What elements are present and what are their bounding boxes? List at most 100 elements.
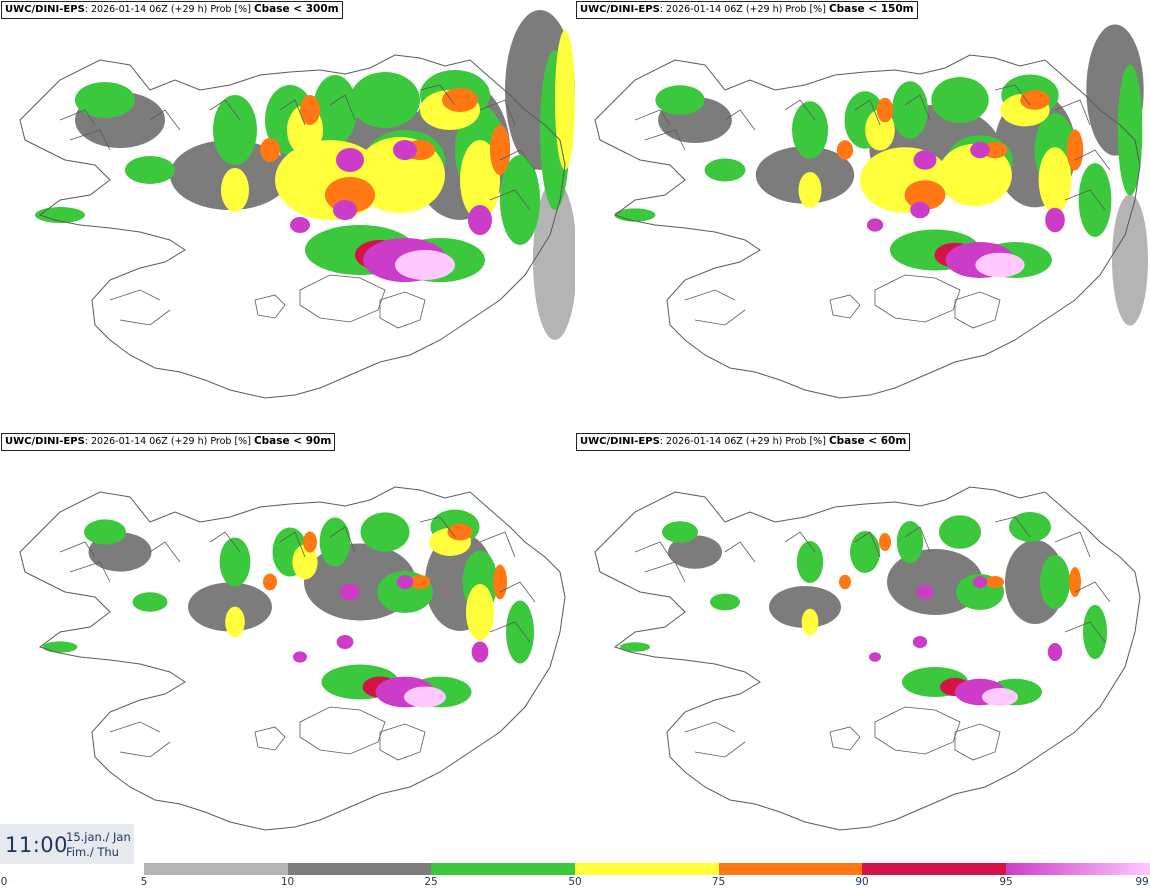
probability-area: [409, 575, 431, 589]
probability-area: [84, 519, 126, 545]
probability-area: [393, 140, 417, 160]
colorbar-tick: 5: [140, 876, 148, 888]
fjord-line: [694, 309, 746, 326]
probability-area: [468, 205, 492, 235]
fjord-line: [994, 516, 1031, 538]
fjord-line: [724, 541, 756, 563]
glacier-outline: [829, 294, 861, 319]
fjord-line: [724, 109, 756, 131]
probability-field: [614, 24, 1148, 326]
fjord-line: [684, 721, 736, 733]
probability-area: [710, 593, 740, 611]
probability-area: [533, 180, 575, 340]
probability-field: [42, 509, 534, 708]
probability-area: [1117, 64, 1143, 196]
fjord-line: [854, 531, 881, 558]
probability-area: [879, 533, 891, 551]
colorbar-segment-75-90: [718, 863, 862, 875]
coastline: [19, 54, 566, 399]
panel-title: UWC/DINI-EPS: 2026-01-14 06Z (+29 h) Pro…: [1, 1, 343, 19]
probability-area: [292, 544, 318, 580]
probability-area: [336, 148, 364, 172]
probability-area: [839, 574, 851, 590]
fjord-line: [1054, 531, 1091, 558]
fjord-line: [479, 99, 516, 126]
probability-area: [213, 95, 257, 165]
glacier-outline: [829, 726, 861, 751]
probability-colorbar: [144, 863, 1150, 875]
panel-title: UWC/DINI-EPS: 2026-01-14 06Z (+29 h) Pro…: [1, 433, 336, 451]
fjord-line: [694, 741, 746, 758]
colorbar-tick: 90: [855, 876, 869, 888]
colorbar-tick: 25: [424, 876, 438, 888]
probability-area: [447, 523, 473, 541]
map-panel-150m: UWC/DINI-EPS: 2026-01-14 06Z (+29 h) Pro…: [575, 0, 1150, 430]
probability-area: [396, 575, 414, 589]
glacier-outline: [874, 274, 961, 323]
colorbar-tick: 0: [0, 876, 8, 888]
fjord-line: [109, 721, 161, 733]
coastline: [19, 486, 566, 831]
probability-area: [1112, 194, 1148, 326]
glacier-outline: [254, 294, 286, 319]
probability-area: [506, 600, 534, 664]
fjord-line: [119, 309, 171, 326]
valid-date-line1: 15.jan./ Jan: [66, 830, 131, 844]
fjord-line: [854, 99, 881, 126]
probability-area: [1020, 90, 1050, 110]
colorbar-tick: 75: [711, 876, 726, 888]
valid-hour: 11:00: [5, 833, 69, 857]
fjord-line: [684, 289, 736, 301]
probability-area: [970, 141, 990, 159]
fjord-line: [489, 189, 531, 211]
fjord-line: [279, 99, 306, 126]
probability-area: [336, 635, 354, 649]
fjord-line: [784, 531, 816, 553]
fjord-line: [109, 289, 161, 301]
probability-area: [493, 564, 507, 600]
probability-area: [500, 155, 540, 245]
map-panel-90m: UWC/DINI-EPS: 2026-01-14 06Z (+29 h) Pro…: [0, 432, 575, 862]
fjord-line: [994, 84, 1031, 106]
probability-area: [655, 85, 705, 115]
fjord-line: [904, 94, 931, 121]
colorbar-tick: 95: [999, 876, 1013, 888]
probability-area: [303, 531, 317, 553]
iceland-map-60m: [594, 486, 1141, 831]
probability-area: [75, 82, 135, 118]
probability-area: [42, 641, 78, 653]
probability-area: [360, 512, 410, 552]
probability-area: [704, 158, 746, 182]
probability-area: [1069, 567, 1081, 597]
fjord-line: [499, 149, 536, 171]
fjord-line: [69, 129, 111, 151]
probability-area: [939, 515, 981, 549]
colorbar-segment-5-10: [144, 863, 288, 875]
colorbar-segment-90-95: [862, 863, 1006, 875]
fjord-line: [479, 531, 516, 558]
valid-date: 15.jan./ Jan Fim./ Thu: [66, 830, 131, 860]
fjord-line: [1074, 581, 1111, 603]
panel-title: UWC/DINI-EPS: 2026-01-14 06Z (+29 h) Pro…: [576, 1, 918, 19]
probability-area: [972, 576, 988, 588]
probability-area: [620, 642, 650, 652]
fjord-line: [1054, 99, 1091, 126]
probability-area: [1066, 129, 1084, 171]
fjord-line: [149, 541, 181, 563]
probability-area: [35, 207, 85, 223]
fjord-line: [69, 561, 111, 583]
glacier-outline: [954, 723, 1001, 761]
probability-area: [1045, 207, 1065, 233]
fjord-line: [1074, 149, 1111, 171]
glacier-outline: [299, 706, 386, 755]
fjord-line: [1064, 189, 1106, 211]
probability-area: [471, 641, 489, 663]
probability-area: [912, 636, 928, 648]
probability-area: [1009, 512, 1051, 542]
panel-title: UWC/DINI-EPS: 2026-01-14 06Z (+29 h) Pro…: [576, 433, 911, 451]
iceland-map-90m: [19, 486, 566, 831]
fjord-line: [419, 516, 456, 538]
probability-area: [132, 592, 168, 612]
probability-area: [555, 30, 575, 170]
probability-area: [662, 521, 698, 543]
